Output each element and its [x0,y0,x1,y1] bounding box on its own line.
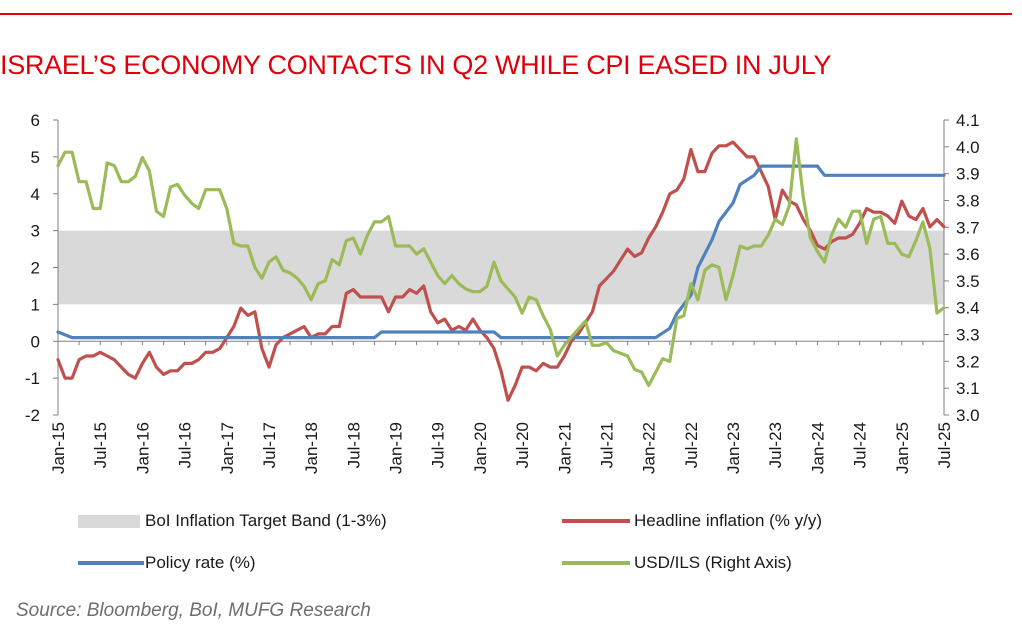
left-y-tick-label: 5 [31,148,40,167]
left-y-tick-label: 6 [31,111,40,130]
top-rule [0,13,1012,15]
series-line-usdils [56,137,946,388]
x-tick-label: Jul-17 [260,422,279,468]
series-line-policy [56,164,946,340]
x-tick-label: Jul-15 [91,422,110,468]
x-tick-label: Jul-20 [513,422,532,468]
left-y-tick-label: -2 [25,406,40,425]
legend-policy-swatch [78,561,144,565]
x-tick-label: Jan-24 [808,422,827,474]
right-y-tick-label: 4.1 [956,111,980,130]
right-y-tick-label: 3.2 [956,352,980,371]
legend-usdils-swatch [562,561,630,565]
right-y-tick-label: 4.0 [956,138,980,157]
left-y-tick-label: -1 [25,369,40,388]
x-tick-label: Jul-22 [682,422,701,468]
x-tick-label: Jul-23 [766,422,785,468]
legend-usdils-label: USD/ILS (Right Axis) [634,553,792,572]
x-tick-label: Jan-22 [640,422,659,474]
x-tick-label: Jan-19 [387,422,406,474]
x-tick-label: Jul-25 [935,422,954,468]
axis-layer: -2 -1 0 1 2 3 4 5 6 3.0 3.1 3.2 3.3 3.4 3.5 3.6 3.7 3.8 3.… [25,111,980,474]
right-y-tick-label: 3.5 [956,272,980,291]
x-tick-label: Jul-16 [176,422,195,468]
x-tick-label: Jul-24 [851,422,870,468]
legend-headline-label: Headline inflation (% y/y) [634,511,823,530]
x-tick-label: Jan-23 [724,422,743,474]
x-tick-label: Jan-21 [555,422,574,474]
x-tick-label: Jan-16 [133,422,152,474]
legend-band-label: BoI Inflation Target Band (1-3%) [145,511,387,530]
right-y-tick-label: 3.4 [956,299,980,318]
x-tick-label: Jan-25 [893,422,912,474]
chart-title: ISRAEL’S ECONOMY CONTACTS IN Q2 WHILE CP… [0,50,832,80]
series-line-headline [56,140,946,402]
left-y-tick-label: 3 [31,222,40,241]
right-y-tick-label: 3.6 [956,245,980,264]
legend-band-swatch [78,515,140,528]
right-y-tick-label: 3.0 [956,406,980,425]
source-note: Source: Bloomberg, BoI, MUFG Research [16,600,371,621]
x-tick-label: Jan-17 [218,422,237,474]
left-y-tick-label: 1 [31,295,40,314]
legend-headline-swatch [562,519,630,523]
right-y-tick-label: 3.1 [956,379,980,398]
left-y-tick-label: 2 [31,259,40,278]
right-y-tick-label: 3.9 [956,165,980,184]
x-tick-label: Jan-15 [49,422,68,474]
right-y-tick-label: 3.3 [956,326,980,345]
target-band [58,230,944,305]
right-y-tick-label: 3.8 [956,191,980,210]
left-y-tick-label: 0 [31,332,40,351]
left-y-tick-label: 4 [31,185,40,204]
series-layer [56,137,946,402]
band-layer [58,230,944,305]
x-tick-label: Jul-21 [597,422,616,468]
x-tick-label: Jan-18 [302,422,321,474]
x-tick-label: Jul-18 [344,422,363,468]
legend-policy-label: Policy rate (%) [145,553,256,572]
x-tick-label: Jan-20 [471,422,490,474]
right-y-tick-label: 3.7 [956,218,980,237]
x-tick-label: Jul-19 [429,422,448,468]
